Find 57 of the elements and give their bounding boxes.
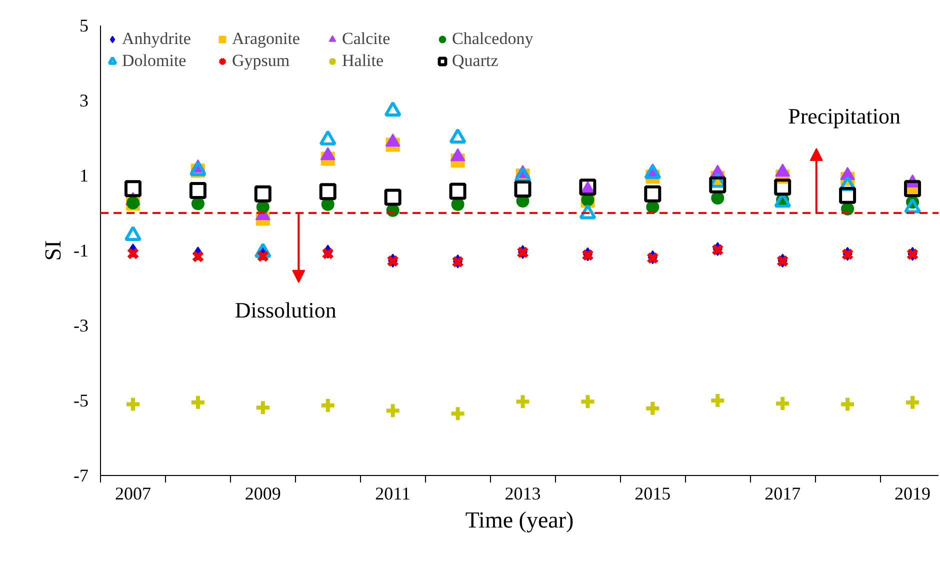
legend-label: Aragonite bbox=[232, 29, 301, 49]
legend-label: Chalcedony bbox=[452, 29, 534, 49]
legend-label: Dolomite bbox=[122, 51, 188, 71]
legend-label: Calcite bbox=[342, 29, 392, 49]
point bbox=[904, 180, 922, 198]
point bbox=[124, 180, 142, 198]
point bbox=[449, 405, 466, 422]
point bbox=[904, 394, 922, 411]
point bbox=[709, 392, 726, 409]
point bbox=[579, 393, 596, 410]
y-tick-label: -1 bbox=[74, 240, 89, 260]
legend-label: Quartz bbox=[452, 51, 500, 71]
point bbox=[449, 182, 466, 200]
point bbox=[774, 178, 792, 196]
point bbox=[774, 395, 792, 412]
point bbox=[514, 180, 532, 198]
point bbox=[384, 188, 402, 206]
point bbox=[384, 402, 402, 420]
point bbox=[191, 197, 204, 210]
point bbox=[451, 198, 464, 211]
point bbox=[839, 186, 856, 204]
x-tick-label: 2009 bbox=[244, 484, 281, 504]
point bbox=[254, 185, 272, 202]
point bbox=[322, 247, 334, 260]
x-tick-label: 2013 bbox=[504, 484, 541, 504]
y-tick-label: -3 bbox=[74, 316, 89, 336]
point bbox=[839, 396, 856, 413]
annotation: Precipitation bbox=[788, 104, 901, 129]
x-tick-label: 2015 bbox=[634, 484, 671, 504]
point bbox=[124, 396, 142, 413]
y-tick-label: 3 bbox=[80, 90, 88, 110]
y-tick-label: 1 bbox=[80, 166, 88, 186]
legend-label: Anhydrite bbox=[122, 29, 192, 49]
legend-label: Gypsum bbox=[232, 51, 291, 71]
point bbox=[126, 247, 140, 260]
point bbox=[192, 250, 204, 263]
point bbox=[189, 394, 206, 411]
x-tick-label: 2011 bbox=[375, 484, 411, 504]
x-tick-label: 2007 bbox=[114, 484, 151, 504]
point bbox=[514, 393, 532, 410]
point bbox=[709, 176, 726, 194]
y-tick-label: -5 bbox=[74, 390, 89, 410]
point bbox=[711, 192, 724, 204]
legend-label: Halite bbox=[342, 51, 385, 71]
point bbox=[644, 400, 662, 417]
point bbox=[254, 399, 272, 416]
point bbox=[644, 185, 662, 202]
y-tick-label: -7 bbox=[74, 466, 89, 486]
annotation: Dissolution bbox=[234, 297, 336, 322]
x-tick-label: 2019 bbox=[894, 484, 931, 504]
point bbox=[319, 183, 336, 200]
point bbox=[189, 182, 206, 199]
y-axis-title: SI bbox=[40, 240, 66, 261]
x-axis-title: Time (year) bbox=[465, 508, 574, 532]
x-tick-label: 2017 bbox=[764, 484, 801, 504]
y-tick-label: 5 bbox=[80, 16, 88, 36]
point bbox=[319, 396, 336, 414]
